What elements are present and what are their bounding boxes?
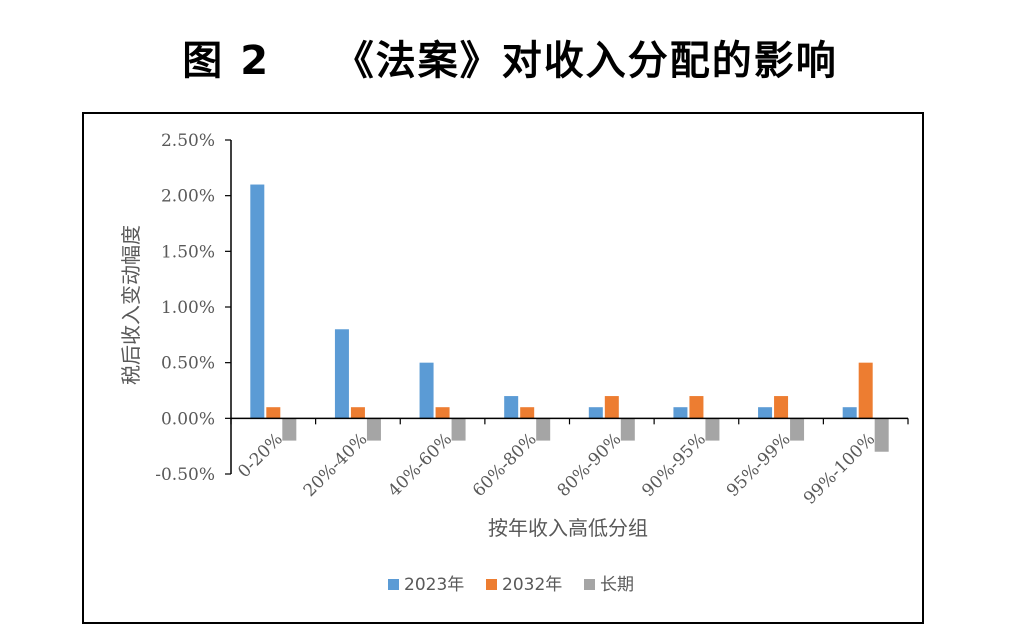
y-tick-label: 2.50% bbox=[161, 131, 215, 151]
bar-s2023 bbox=[673, 407, 688, 419]
bar-long bbox=[451, 418, 466, 441]
bar-s2032 bbox=[604, 396, 619, 419]
x-tick-label: 40%-60% bbox=[384, 429, 456, 501]
legend-swatch bbox=[486, 579, 497, 590]
bar-s2032 bbox=[520, 407, 535, 419]
y-tick-label: 1.00% bbox=[161, 298, 215, 318]
bar-s2032 bbox=[774, 396, 789, 419]
bar-s2032 bbox=[689, 396, 704, 419]
x-tick-label: 95%-99% bbox=[723, 429, 795, 501]
chart-frame bbox=[82, 112, 924, 624]
y-tick-label: 2.00% bbox=[161, 187, 215, 207]
bar-s2032 bbox=[435, 407, 450, 419]
x-tick-label: 90%-95% bbox=[638, 429, 710, 501]
bar-s2023 bbox=[588, 407, 603, 419]
bar-s2032 bbox=[266, 407, 281, 419]
y-tick-label: -0.50% bbox=[155, 465, 215, 485]
legend-label: 2023年 bbox=[404, 575, 464, 595]
x-tick-label: 80%-90% bbox=[554, 429, 626, 501]
bars bbox=[250, 184, 889, 452]
bar-long bbox=[790, 418, 805, 441]
bar-long bbox=[620, 418, 635, 441]
y-axis-ticks: -0.50% 0.00% 0.50% 1.00% 1.50% 2.00% 2.50% bbox=[155, 131, 231, 485]
bar-s2023 bbox=[504, 396, 519, 419]
legend-label: 长期 bbox=[600, 575, 634, 595]
bar-long bbox=[282, 418, 297, 441]
x-axis-title: 按年收入高低分组 bbox=[488, 516, 648, 540]
bar-long bbox=[366, 418, 381, 441]
x-tick-label: 99%-100% bbox=[800, 429, 879, 508]
bar-long bbox=[874, 418, 889, 452]
bar-s2023 bbox=[250, 184, 265, 419]
y-tick-label: 0.50% bbox=[161, 354, 215, 374]
x-tick-label: 20%-40% bbox=[300, 429, 372, 501]
x-tick-label: 60%-80% bbox=[469, 429, 541, 501]
bar-s2032 bbox=[858, 362, 873, 419]
legend-swatch bbox=[388, 579, 399, 590]
figure-title: 图 2 《法案》对收入分配的影响 bbox=[182, 38, 838, 84]
bar-s2032 bbox=[350, 407, 365, 419]
y-tick-label: 0.00% bbox=[161, 409, 215, 429]
bar-s2023 bbox=[758, 407, 773, 419]
legend: 2023年 2032年 长期 bbox=[388, 575, 634, 595]
bar-s2023 bbox=[334, 329, 349, 419]
legend-label: 2032年 bbox=[502, 575, 562, 595]
y-tick-label: 1.50% bbox=[161, 242, 215, 262]
x-axis-ticks: 0-20% 20%-40% 40%-60% 60%-80% 80%-90% 90%-95%… bbox=[230, 418, 909, 509]
y-axis-title: 税后收入变动幅度 bbox=[119, 225, 143, 385]
bar-long bbox=[536, 418, 551, 441]
bar-s2023 bbox=[419, 362, 434, 419]
bar-s2023 bbox=[842, 407, 857, 419]
legend-swatch bbox=[584, 579, 595, 590]
bar-long bbox=[705, 418, 720, 441]
x-tick-label: 0-20% bbox=[234, 429, 287, 482]
